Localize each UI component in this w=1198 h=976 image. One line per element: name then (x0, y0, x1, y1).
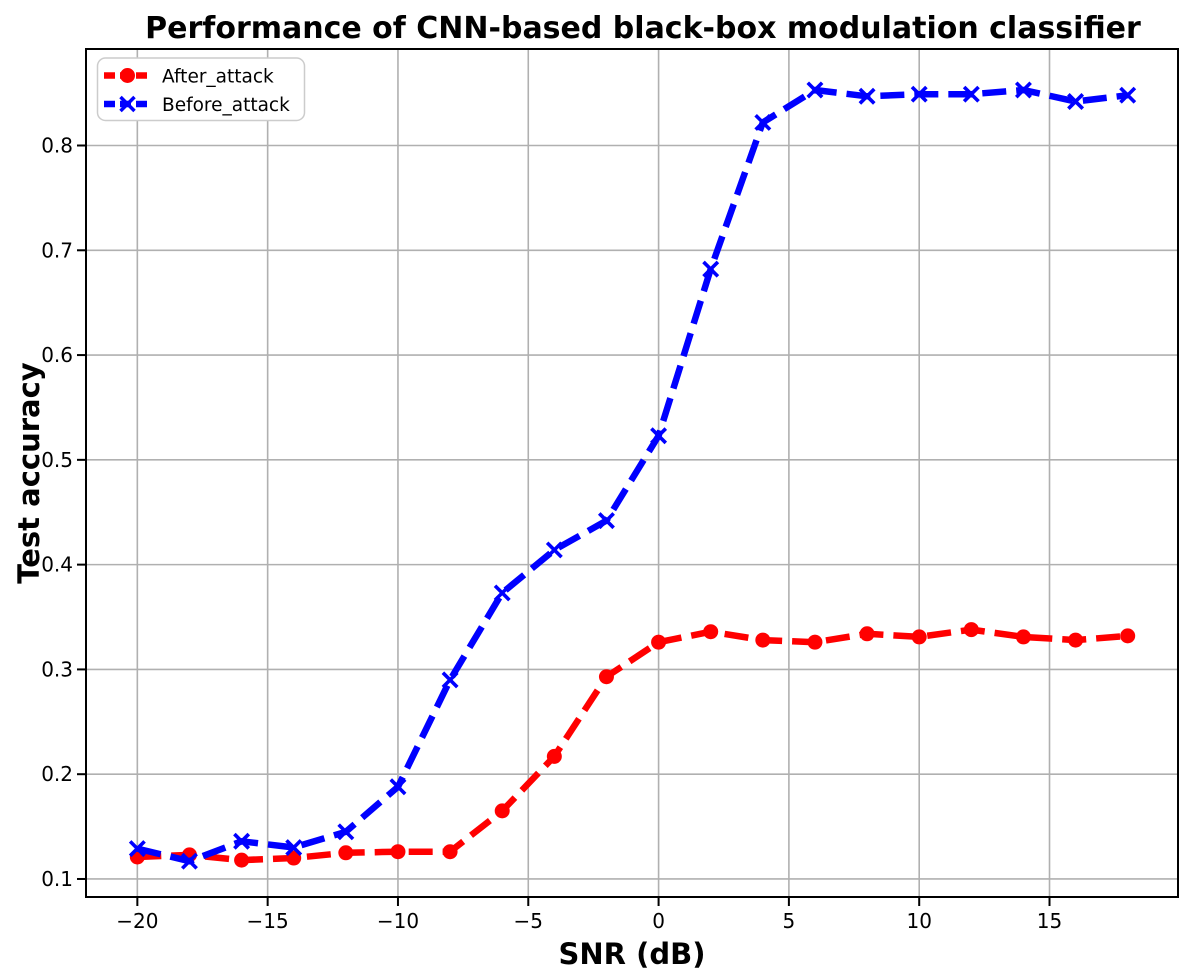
data-point-marker (754, 113, 772, 131)
data-point-marker (442, 844, 458, 860)
legend-label-before-attack: Before_attack (162, 95, 290, 116)
data-point-marker (285, 839, 303, 857)
data-point-marker (910, 85, 928, 103)
data-point-marker (494, 803, 510, 819)
y-tick-label: 0.2 (41, 762, 73, 786)
data-point-marker (1015, 629, 1031, 645)
data-point-marker (859, 626, 875, 642)
y-tick-label: 0.7 (41, 238, 73, 262)
data-point-marker (234, 852, 250, 868)
data-point-marker (650, 427, 668, 445)
series-layer (128, 81, 1137, 870)
data-point-marker (1120, 628, 1136, 644)
y-tick-label: 0.6 (41, 343, 73, 367)
data-point-marker (337, 823, 355, 841)
data-point-marker (702, 260, 720, 278)
data-point-marker (703, 624, 719, 640)
data-point-marker (546, 748, 562, 764)
series-before_attack (128, 81, 1137, 870)
chart-title: Performance of CNN-based black-box modul… (145, 11, 1141, 46)
legend: After_attack Before_attack (96, 57, 306, 122)
data-point-marker (286, 850, 302, 866)
y-tick-label: 0.4 (41, 553, 73, 577)
y-tick-label: 0.8 (41, 134, 73, 158)
data-point-marker (598, 669, 614, 685)
data-point-marker (597, 512, 615, 530)
data-point-marker (545, 541, 563, 559)
data-point-marker (233, 832, 251, 850)
x-tick-label: 0 (652, 909, 665, 933)
data-point-marker (1067, 93, 1085, 110)
data-point-marker (807, 634, 823, 650)
data-point-marker (755, 632, 771, 648)
data-point-marker (806, 81, 824, 99)
x-axis-label: SNR (dB) (559, 937, 706, 971)
data-point-marker (963, 622, 979, 638)
x-tick-label: −20 (116, 909, 158, 933)
x-tick-label: 5 (783, 909, 796, 933)
legend-item-after-attack: After_attack (104, 67, 274, 88)
data-point-marker (390, 844, 406, 860)
plot-border (85, 48, 1179, 898)
series-after_attack (129, 622, 1136, 868)
x-tick-label: −5 (514, 909, 543, 933)
data-point-marker (911, 629, 927, 645)
x-tick-label: −10 (377, 909, 419, 933)
y-tick-label: 0.1 (41, 867, 73, 891)
data-point-marker (493, 584, 511, 602)
series-line (136, 86, 1129, 865)
y-axis-label: Test accuracy (12, 362, 46, 583)
legend-circle-marker-icon (120, 68, 135, 83)
x-tick-label: 15 (1037, 909, 1062, 933)
grid-layer (86, 49, 1178, 897)
y-tick-label: 0.5 (41, 448, 73, 472)
data-point-marker (962, 85, 980, 103)
data-point-marker (1014, 81, 1032, 99)
data-point-marker (338, 845, 354, 861)
legend-x-marker-icon (119, 95, 136, 113)
series-line (137, 626, 1128, 864)
data-point-marker (128, 840, 146, 858)
legend-box (96, 57, 306, 122)
tick-layer: −20 −15 −10 −5 0 5 10 15 0.1 0.2 0.3 0.4 0.5 0.6 0.7 0.… (41, 134, 1062, 933)
data-point-marker (1119, 86, 1137, 104)
data-point-marker (651, 634, 667, 650)
legend-label-after-attack: After_attack (162, 67, 274, 88)
data-point-marker (441, 671, 459, 689)
data-point-marker (1068, 632, 1084, 648)
legend-item-before-attack: Before_attack (104, 95, 290, 116)
data-point-marker (180, 852, 198, 870)
data-point-marker (389, 778, 407, 796)
data-point-marker (858, 87, 876, 105)
y-tick-label: 0.3 (41, 657, 73, 681)
x-tick-label: −15 (247, 909, 289, 933)
x-tick-label: 10 (906, 909, 931, 933)
